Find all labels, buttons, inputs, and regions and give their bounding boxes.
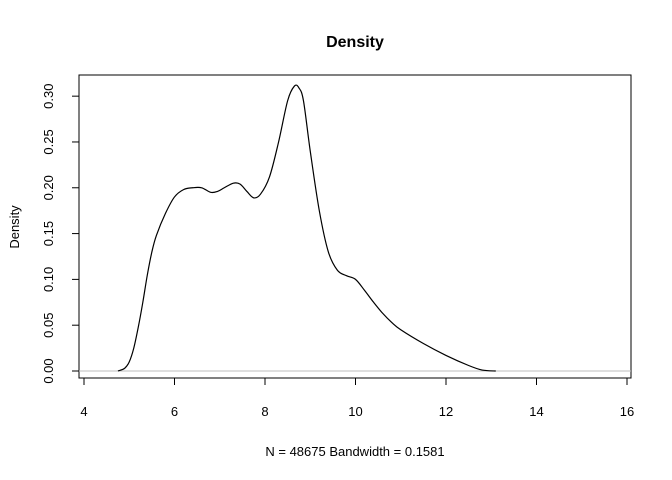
y-tick-label: 0.20 bbox=[41, 175, 56, 200]
y-tick-label: 0.00 bbox=[41, 358, 56, 383]
x-tick-label: 16 bbox=[620, 404, 634, 419]
x-tick-label: 14 bbox=[529, 404, 543, 419]
y-tick-label: 0.10 bbox=[41, 267, 56, 292]
density-curve bbox=[117, 84, 496, 372]
x-axis-label: N = 48675 Bandwidth = 0.1581 bbox=[265, 444, 444, 459]
y-axis: 0.00 0.05 0.10 0.15 0.20 0.25 0.30 bbox=[41, 84, 80, 384]
x-tick-label: 10 bbox=[348, 404, 362, 419]
y-tick-label: 0.15 bbox=[41, 221, 56, 246]
y-tick-label: 0.30 bbox=[41, 84, 56, 109]
x-axis: 4 6 8 10 12 14 16 bbox=[80, 377, 634, 419]
x-tick-label: 8 bbox=[261, 404, 268, 419]
y-tick-label: 0.25 bbox=[41, 129, 56, 154]
x-tick-label: 4 bbox=[80, 404, 87, 419]
x-tick-label: 12 bbox=[439, 404, 453, 419]
x-tick-label: 6 bbox=[171, 404, 178, 419]
plot-frame bbox=[78, 74, 632, 379]
y-axis-label: Density bbox=[7, 205, 22, 249]
chart-title: Density bbox=[326, 34, 384, 51]
y-tick-label: 0.05 bbox=[41, 313, 56, 338]
